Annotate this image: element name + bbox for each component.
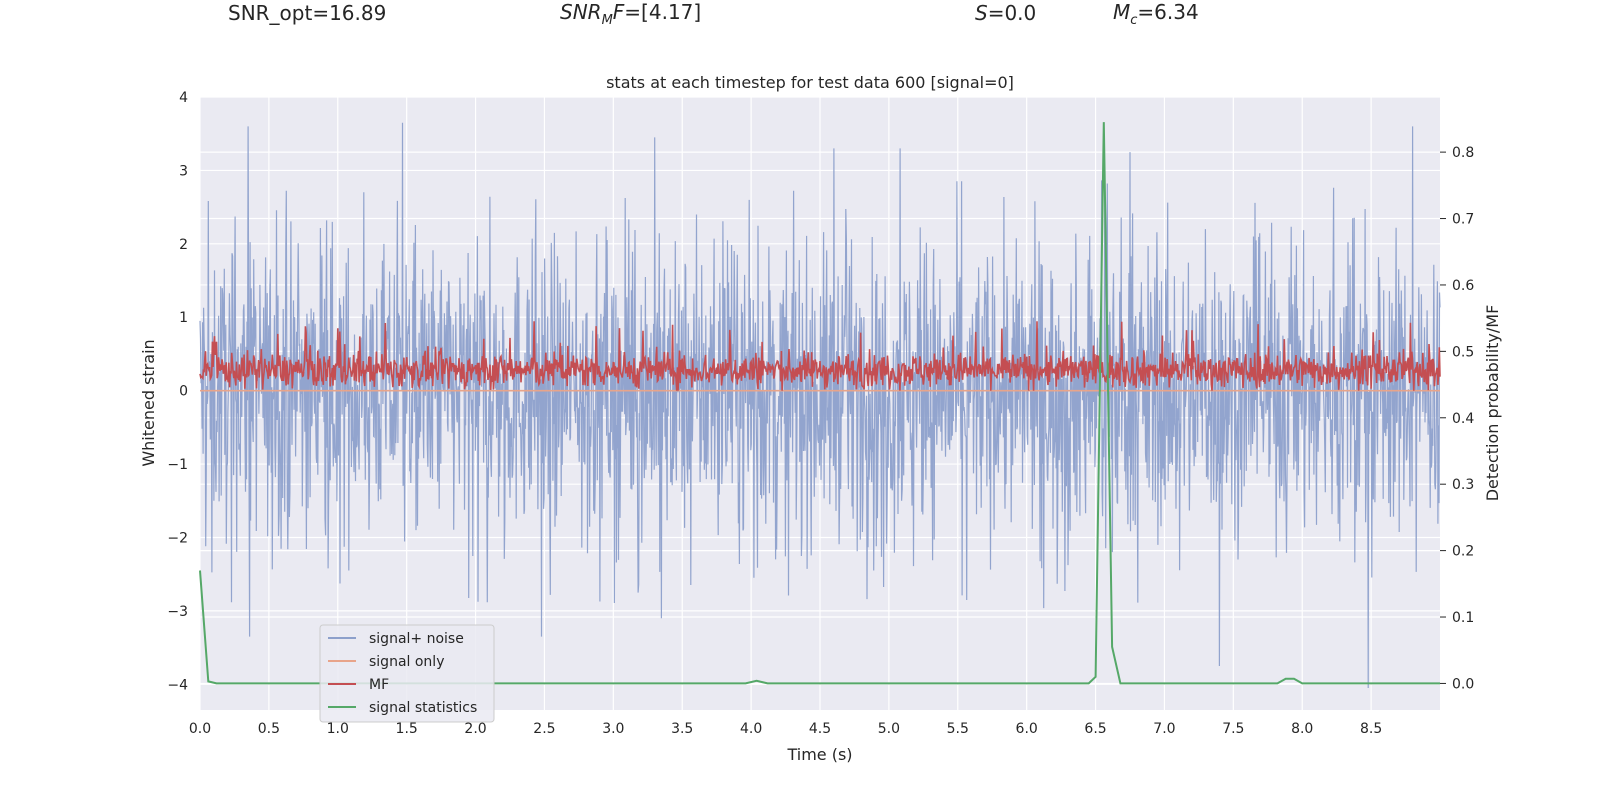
x-axis-ticks: 0.0 0.5 1.0 1.5 2.0 2.5 3.0 3.5 4.0 4.5 5.0 5.5 6.0 6… [189, 721, 1382, 737]
legend-box [319, 624, 495, 723]
snr-opt-label: SNR_opt=16.89 [228, 1, 386, 25]
y-right-tick-label: 0.1 [1452, 610, 1474, 626]
y-right-axis-ticks: 0.8 0.7 0.6 0.5 0.4 0.3 0.2 0.1 0.0 [1440, 145, 1474, 692]
series-signal-noise-line [199, 122, 1441, 689]
snr-mf-base: SNR [560, 0, 602, 24]
x-tick-label: 7.0 [1153, 721, 1175, 737]
legend: signal+ noise signal only MF signal stat… [319, 624, 495, 723]
snr-mf-value: =[4.17] [624, 0, 701, 24]
x-tick-label: 5.0 [878, 721, 900, 737]
x-tick-label: 4.5 [809, 721, 831, 737]
y-left-tick-label: 0 [179, 384, 188, 400]
header-stats: SNR_opt=16.89 SNRMF=[4.17] S=0.0 Mc=6.34 [228, 0, 1199, 28]
y-right-tick-label: 0.4 [1452, 411, 1474, 427]
y-right-tick-label: 0.7 [1452, 212, 1474, 228]
mc-label: Mc=6.34 [1113, 0, 1199, 28]
x-axis-label: Time (s) [786, 745, 852, 764]
snr-mf-tail: F [613, 0, 625, 24]
y-left-tick-label: −4 [167, 677, 188, 693]
snr-mf-sub: M [602, 13, 613, 28]
y-right-tick-label: 0.3 [1452, 477, 1474, 493]
x-tick-label: 6.5 [1084, 721, 1106, 737]
snr-mf-label: SNRMF=[4.17] [560, 0, 701, 28]
y-left-tick-label: −2 [167, 530, 188, 546]
legend-label-signal-noise: signal+ noise [369, 631, 464, 647]
x-tick-label: 4.0 [740, 721, 762, 737]
y-left-tick-label: 1 [179, 310, 188, 326]
mc-value: =6.34 [1137, 0, 1198, 24]
x-tick-label: 0.5 [258, 721, 280, 737]
s-sym: S [975, 1, 988, 25]
y-left-tick-label: 2 [179, 237, 188, 253]
x-tick-label: 3.5 [671, 721, 693, 737]
s-label: S=0.0 [975, 1, 1036, 25]
x-tick-label: 1.5 [396, 721, 418, 737]
y-right-tick-label: 0.5 [1452, 344, 1474, 360]
y-left-axis-ticks: 4 3 2 1 0 −1 −2 −3 −4 [167, 90, 188, 693]
legend-label-signal-statistics: signal statistics [369, 700, 477, 716]
y-right-axis-label: Detection probability/MF [1483, 305, 1502, 502]
x-tick-label: 1.0 [327, 721, 349, 737]
y-right-tick-label: 0.2 [1452, 544, 1474, 560]
y-right-tick-label: 0.8 [1452, 145, 1474, 161]
series-mf-line [199, 321, 1441, 391]
x-tick-label: 3.0 [602, 721, 624, 737]
legend-label-mf: MF [369, 677, 389, 693]
x-tick-label: 6.0 [1016, 721, 1038, 737]
x-tick-label: 2.0 [464, 721, 486, 737]
y-left-axis-label: Whitened strain [139, 339, 158, 466]
y-right-tick-label: 0.0 [1452, 676, 1474, 692]
y-left-tick-label: −1 [167, 457, 188, 473]
x-tick-label: 2.5 [533, 721, 555, 737]
chart-title: stats at each timestep for test data 600… [606, 73, 1014, 92]
mc-sub: c [1130, 13, 1137, 28]
x-tick-label: 0.0 [189, 721, 211, 737]
s-value: =0.0 [988, 1, 1037, 25]
y-left-tick-label: 3 [179, 163, 188, 179]
x-tick-label: 8.5 [1360, 721, 1382, 737]
y-left-tick-label: 4 [179, 90, 188, 106]
x-tick-label: 8.0 [1291, 721, 1313, 737]
y-right-tick-label: 0.6 [1452, 278, 1474, 294]
mc-sym: M [1113, 0, 1130, 24]
x-tick-label: 5.5 [947, 721, 969, 737]
y-left-tick-label: −3 [167, 604, 188, 620]
x-tick-label: 7.5 [1222, 721, 1244, 737]
legend-label-signal-only: signal only [369, 654, 444, 670]
